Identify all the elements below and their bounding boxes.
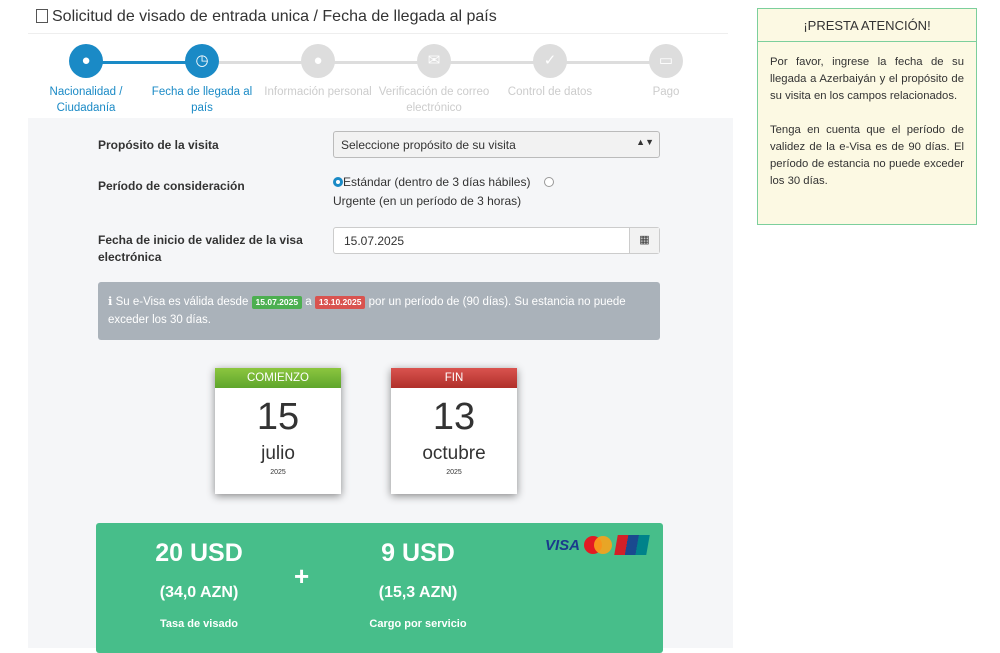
progress-steps: ● Nacionalidad / Ciudadanía ◷ Fecha de lle… <box>28 44 728 116</box>
page-title: Solicitud de visado de entrada unica / F… <box>36 8 497 26</box>
document-icon <box>36 9 48 23</box>
step-data-control: ✓ Control de datos <box>492 44 608 100</box>
select-arrows-icon: ▲▼ <box>636 137 654 147</box>
envelope-icon: ✉ <box>417 44 451 78</box>
start-date-card: COMIENZO 15 julio 2025 <box>215 368 341 494</box>
step-email-verification: ✉ Verificación de correo electrónico <box>376 44 492 116</box>
step-nationality[interactable]: ● Nacionalidad / Ciudadanía <box>28 44 144 116</box>
globe-icon: ● <box>69 44 103 78</box>
unionpay-logo-icon <box>614 535 650 555</box>
standard-radio[interactable]: Estándar (dentro de 3 días hábiles) <box>333 175 555 189</box>
period-label: Período de consideración <box>98 179 245 193</box>
urgent-label[interactable]: Urgente (en un período de 3 horas) <box>333 194 522 208</box>
check-icon: ✓ <box>533 44 567 78</box>
step-personal-info: ● Información personal <box>260 44 376 100</box>
credit-card-icon: ▭ <box>649 44 683 78</box>
end-date-card: FIN 13 octubre 2025 <box>391 368 517 494</box>
start-date-label: Fecha de inicio de validez de la visa el… <box>98 233 303 264</box>
payment-logos: VISA <box>544 535 650 555</box>
purpose-label: Propósito de la visita <box>98 138 219 152</box>
fees-panel: 20 USD (34,0 AZN) Tasa de visado + 9 USD (1… <box>96 523 663 653</box>
step-payment: ▭ Pago <box>608 44 724 100</box>
step-connector <box>86 61 202 64</box>
attention-panel: ¡PRESTA ATENCIÓN! Por favor, ingrese la … <box>757 8 977 225</box>
visa-logo-icon: VISA <box>544 536 580 554</box>
clock-icon: ◷ <box>185 44 219 78</box>
from-badge: 15.07.2025 <box>251 296 303 309</box>
to-badge: 13.10.2025 <box>314 296 366 309</box>
validity-info: ℹ Su e-Visa es válida desde 15.07.2025 a… <box>98 282 660 340</box>
user-icon: ● <box>301 44 335 78</box>
form-panel: Propósito de la visita Seleccione propós… <box>28 118 733 653</box>
purpose-select[interactable]: Seleccione propósito de su visita ▲▼ <box>333 131 660 158</box>
step-arrival-date[interactable]: ◷ Fecha de llegada al país <box>144 44 260 116</box>
start-date-input[interactable]: 15.07.2025 ▦ <box>333 227 660 254</box>
info-icon: ℹ <box>108 296 116 308</box>
mastercard-logo-icon <box>584 536 612 554</box>
urgent-radio[interactable] <box>544 177 555 187</box>
calendar-icon[interactable]: ▦ <box>629 228 659 253</box>
radio-selected-icon <box>333 177 343 187</box>
divider <box>28 33 728 34</box>
